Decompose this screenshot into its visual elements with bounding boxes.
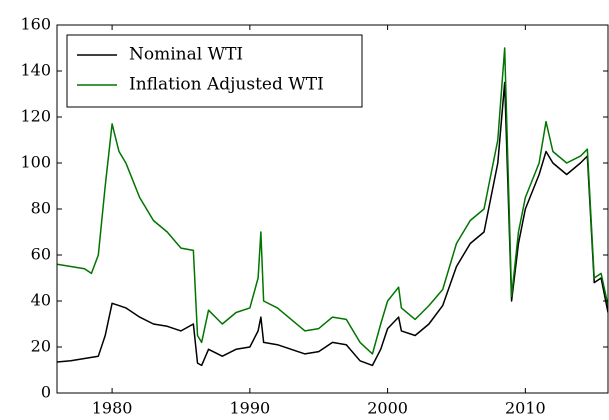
y-tick-label: 140	[20, 61, 51, 80]
x-tick-label: 2010	[505, 399, 546, 418]
y-tick-label: 80	[31, 199, 51, 218]
y-tick-label: 120	[20, 107, 51, 126]
legend-label: Inflation Adjusted WTI	[129, 75, 324, 95]
legend-box	[66, 34, 363, 108]
y-tick-label: 100	[20, 153, 51, 172]
series-line	[57, 47, 608, 355]
y-tick-label: 40	[31, 291, 51, 310]
legend-label: Nominal WTI	[129, 45, 243, 65]
y-tick-label: 160	[20, 15, 51, 34]
y-tick-label: 60	[31, 245, 51, 264]
plot-lines	[57, 47, 608, 367]
series-line	[57, 81, 608, 367]
x-tick-label: 2000	[367, 399, 408, 418]
y-tick-label: 0	[41, 383, 51, 402]
x-tick-label: 1980	[92, 399, 133, 418]
y-tick-label: 20	[31, 337, 51, 356]
x-tick-label: 1990	[229, 399, 270, 418]
